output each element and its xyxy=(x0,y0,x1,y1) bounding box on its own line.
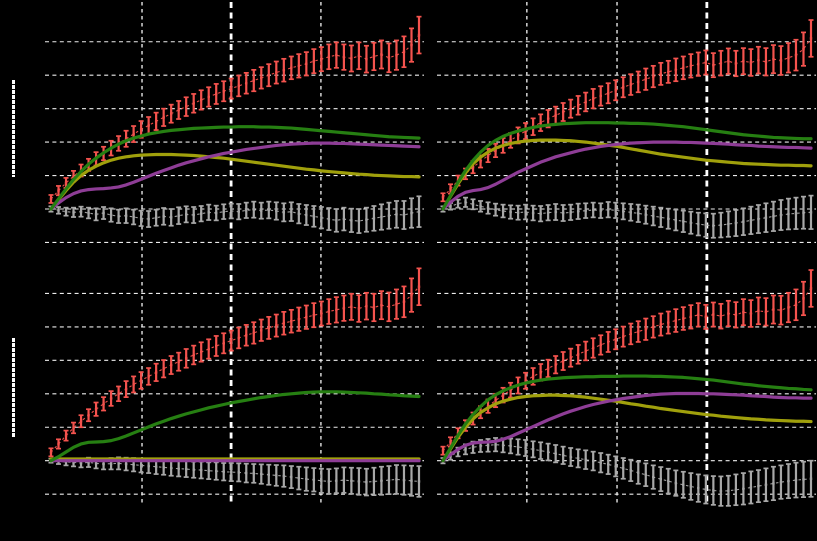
top-right-red-errorbar xyxy=(440,19,814,203)
bottom-right-green-line xyxy=(441,374,813,463)
y-axis-label-row2 xyxy=(12,338,15,437)
top-right-yellow-line xyxy=(441,138,813,211)
subplot-bottom-left xyxy=(45,267,424,498)
bottom-right-yellow-line xyxy=(441,393,813,463)
subplot-bottom-right xyxy=(437,269,816,507)
y-axis-label-row1 xyxy=(12,80,15,177)
top-left-purple-line xyxy=(49,141,421,211)
top-right-green-line xyxy=(441,121,813,211)
errorbar-connector xyxy=(442,444,812,492)
bottom-right-gray-errorbar xyxy=(440,437,814,507)
errorbar-connector xyxy=(50,286,420,453)
errorbar-connector xyxy=(442,201,812,227)
bottom-left-gray-errorbar xyxy=(48,456,422,498)
subplot-top-left xyxy=(45,2,424,503)
bottom-left-red-errorbar xyxy=(48,267,422,458)
subplot-top-right xyxy=(437,2,816,503)
top-right-purple-line xyxy=(441,140,813,211)
bottom-right-purple-line xyxy=(441,391,813,463)
errorbar-connector xyxy=(442,38,812,198)
top-left-gray-errorbar xyxy=(48,195,422,234)
top-right-gray-errorbar xyxy=(440,194,814,239)
errorbar-connector xyxy=(50,460,420,483)
errorbar-connector xyxy=(50,208,420,222)
errorbar-connector xyxy=(442,288,812,452)
top-left-green-line xyxy=(49,125,421,211)
top-left-yellow-line xyxy=(49,152,421,211)
bottom-left-green-line xyxy=(49,390,421,463)
